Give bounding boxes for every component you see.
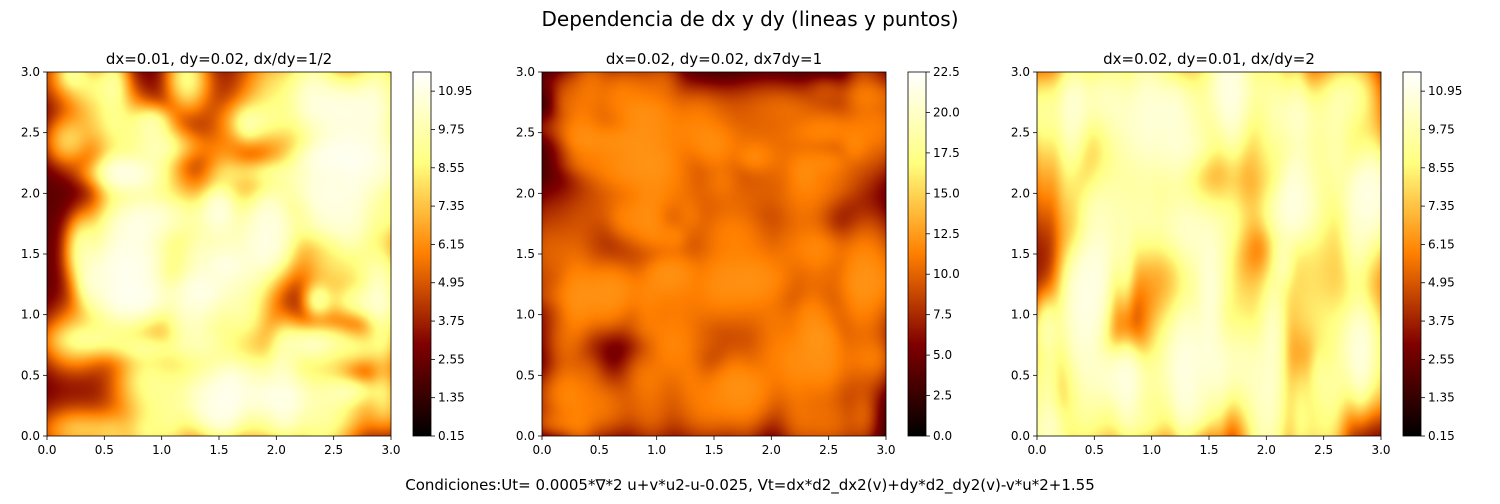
colorbar-tick-label: 8.55	[1428, 161, 1455, 175]
colorbar-tick-label: 9.75	[438, 122, 465, 136]
colorbar-frame	[1402, 71, 1422, 437]
x-tick-label: 3.0	[381, 443, 400, 457]
panel-2: dx=0.02, dy=0.02, dx7dy=1 0.0 0.5 1.0 1.5 2.0…	[516, 50, 960, 457]
colorbar-tick-label: 17.5	[933, 146, 960, 160]
x-tick-label: 2.5	[1314, 443, 1333, 457]
colorbar-tick-label: 4.95	[438, 276, 465, 290]
x-tick-label: 1.0	[152, 443, 171, 457]
heatmap-image	[47, 72, 391, 436]
x-tick-label: 1.0	[647, 443, 666, 457]
x-tick-label: 3.0	[1371, 443, 1390, 457]
x-tick-label: 1.5	[1199, 443, 1218, 457]
panels: dx=0.01, dy=0.02, dx/dy=1/2 0.0 0.5 1.0 1.5 2…	[21, 50, 1462, 457]
colorbar-tick-label: 8.55	[438, 161, 465, 175]
panel-1: dx=0.01, dy=0.02, dx/dy=1/2 0.0 0.5 1.0 1.5 2…	[21, 50, 472, 457]
y-tick-label: 2.5	[21, 126, 40, 140]
y-tick-label: 2.0	[1011, 186, 1030, 200]
figure-title: Dependencia de dx y dy (lineas y puntos)	[541, 7, 958, 31]
x-tick-label: 2.0	[267, 443, 286, 457]
heatmap-image	[1037, 72, 1381, 436]
x-tick-label: 1.5	[209, 443, 228, 457]
colorbar-tick-label: 20.0	[933, 105, 960, 119]
x-tick-label: 0.5	[1085, 443, 1104, 457]
y-tick-label: 1.5	[1011, 247, 1030, 261]
x-tick-label: 2.0	[762, 443, 781, 457]
colorbar-tick-label: 12.5	[933, 227, 960, 241]
y-tick-label: 2.5	[516, 126, 535, 140]
panel-title: dx=0.01, dy=0.02, dx/dy=1/2	[106, 50, 332, 68]
y-tick-label: 3.0	[1011, 65, 1030, 79]
colorbar	[908, 72, 926, 436]
colorbar-frame	[907, 71, 927, 437]
y-tick-label: 0.0	[21, 429, 40, 443]
colorbar	[413, 72, 431, 436]
colorbar-tick-label: 2.55	[438, 352, 465, 366]
y-tick-label: 0.0	[1011, 429, 1030, 443]
x-tick-label: 2.5	[819, 443, 838, 457]
colorbar-tick-label: 0.15	[438, 429, 465, 443]
x-tick-label: 0.0	[1027, 443, 1046, 457]
colorbar-tick-label: 0.0	[933, 429, 952, 443]
colorbar-tick-label: 1.35	[438, 391, 465, 405]
colorbar-frame	[412, 71, 432, 437]
colorbar-tick-label: 22.5	[933, 65, 960, 79]
heatmap-image	[542, 72, 886, 436]
colorbar-tick-label: 10.0	[933, 267, 960, 281]
colorbar-tick-label: 7.5	[933, 308, 952, 322]
panel-title: dx=0.02, dy=0.02, dx7dy=1	[606, 50, 822, 68]
colorbar-tick-label: 4.95	[1428, 276, 1455, 290]
colorbar-tick-label: 10.95	[1428, 84, 1462, 98]
y-tick-label: 1.5	[516, 247, 535, 261]
x-tick-label: 0.5	[590, 443, 609, 457]
colorbar-tick-label: 6.15	[438, 237, 465, 251]
y-tick-label: 1.0	[516, 308, 535, 322]
x-tick-label: 0.5	[95, 443, 114, 457]
colorbar-tick-label: 3.75	[438, 314, 465, 328]
x-tick-label: 1.0	[1142, 443, 1161, 457]
figure-footer-conditions: Condiciones:Ut= 0.0005*∇*2 u+v*u2-u-0.02…	[405, 476, 1095, 495]
colorbar-tick-label: 5.0	[933, 348, 952, 362]
y-tick-label: 3.0	[516, 65, 535, 79]
y-tick-label: 2.0	[21, 186, 40, 200]
colorbar-tick-label: 1.35	[1428, 391, 1455, 405]
x-tick-label: 3.0	[876, 443, 895, 457]
colorbar	[1403, 72, 1421, 436]
panel-title: dx=0.02, dy=0.01, dx/dy=2	[1103, 50, 1315, 68]
y-tick-label: 1.5	[21, 247, 40, 261]
y-tick-label: 2.5	[1011, 126, 1030, 140]
x-tick-label: 1.5	[704, 443, 723, 457]
colorbar-tick-label: 7.35	[1428, 199, 1455, 213]
colorbar-tick-label: 2.5	[933, 389, 952, 403]
y-tick-label: 3.0	[21, 65, 40, 79]
colorbar-tick-label: 10.95	[438, 84, 472, 98]
y-tick-label: 1.0	[1011, 308, 1030, 322]
y-tick-label: 0.5	[21, 368, 40, 382]
y-tick-label: 0.5	[1011, 368, 1030, 382]
x-tick-label: 0.0	[37, 443, 56, 457]
x-tick-label: 2.5	[324, 443, 343, 457]
colorbar-tick-label: 15.0	[933, 186, 960, 200]
x-tick-label: 2.0	[1257, 443, 1276, 457]
colorbar-tick-label: 9.75	[1428, 122, 1455, 136]
colorbar-tick-label: 2.55	[1428, 352, 1455, 366]
y-tick-label: 0.5	[516, 368, 535, 382]
colorbar-tick-label: 6.15	[1428, 237, 1455, 251]
y-tick-label: 1.0	[21, 308, 40, 322]
y-tick-label: 0.0	[516, 429, 535, 443]
y-tick-label: 2.0	[516, 186, 535, 200]
colorbar-tick-label: 3.75	[1428, 314, 1455, 328]
colorbar-tick-label: 7.35	[438, 199, 465, 213]
x-tick-label: 0.0	[532, 443, 551, 457]
panel-3: dx=0.02, dy=0.01, dx/dy=2 0.0 0.5 1.0 1.5 2.0…	[1011, 50, 1462, 457]
colorbar-tick-label: 0.15	[1428, 429, 1455, 443]
